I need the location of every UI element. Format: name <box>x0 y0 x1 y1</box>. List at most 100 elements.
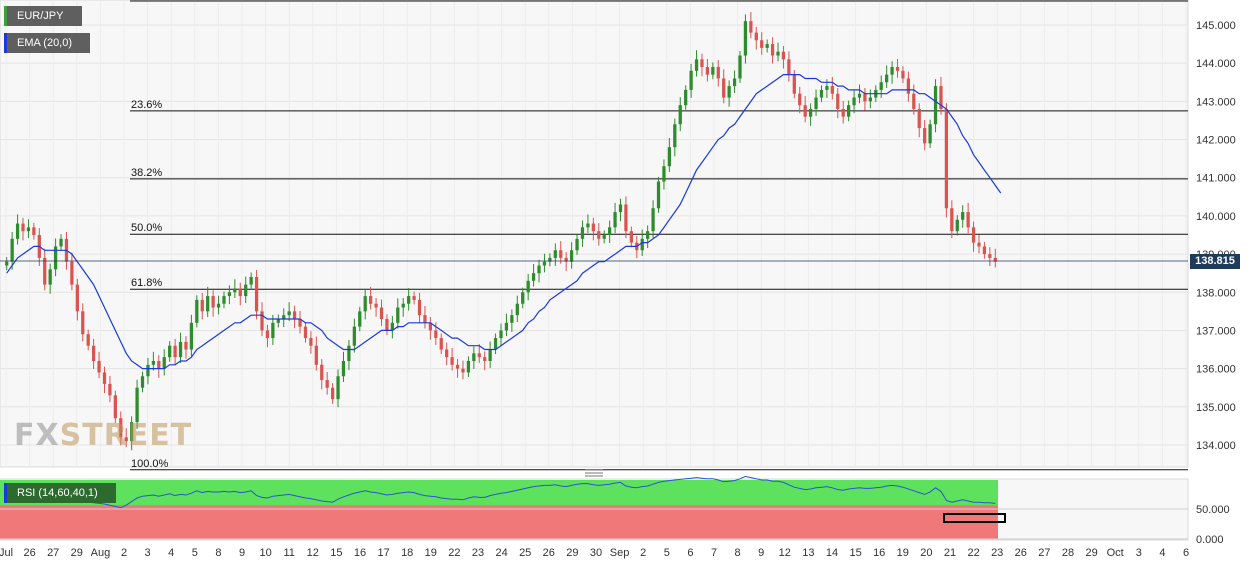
candle-body <box>504 322 509 331</box>
rsi-label: RSI (14,60,40,1) <box>17 487 98 499</box>
time-tick-label: Sep <box>610 547 630 559</box>
candle-body <box>673 124 677 148</box>
candle-body <box>282 315 286 319</box>
candle-body <box>5 261 9 266</box>
candle-body <box>841 108 845 117</box>
candle-body <box>689 70 693 90</box>
time-tick-label: 4 <box>1159 547 1165 559</box>
candle-body <box>852 97 856 106</box>
pair-legend[interactable]: EUR/JPY <box>4 6 82 26</box>
candle-body <box>195 299 199 323</box>
candle-body <box>711 66 715 75</box>
time-tick-label: 9 <box>758 547 764 559</box>
candle-body <box>336 376 340 400</box>
candle-body <box>450 357 454 365</box>
candle-body <box>879 82 883 90</box>
candle-body <box>244 284 248 297</box>
time-tick-label: 14 <box>826 547 838 559</box>
candle-body <box>162 357 166 369</box>
candle-body <box>531 273 536 281</box>
candle-body <box>178 341 183 358</box>
candle-body <box>830 86 834 94</box>
candle-body <box>836 93 840 109</box>
candle-body <box>760 40 764 48</box>
candle-body <box>173 345 177 358</box>
candle-body <box>732 78 737 87</box>
candle-body <box>798 93 802 106</box>
candle-body <box>124 437 128 442</box>
time-tick-label: 12 <box>307 547 319 559</box>
candle-body <box>912 93 916 109</box>
candle-body <box>341 360 346 377</box>
candle-body <box>722 78 726 98</box>
candle-body <box>222 296 226 304</box>
time-tick-label: 12 <box>779 547 791 559</box>
candle-body <box>814 97 818 109</box>
watermark-street: STREET <box>59 418 193 453</box>
time-tick-label: 23 <box>472 547 484 559</box>
ema-legend[interactable]: EMA (20,0) <box>4 33 90 53</box>
candle-body <box>477 353 481 358</box>
time-tick-label: 16 <box>354 547 366 559</box>
candle-body <box>130 422 134 442</box>
time-tick-label: 11 <box>283 547 294 559</box>
price-tick-label: 143.000 <box>1196 96 1236 108</box>
candle-body <box>32 227 36 235</box>
candle-body <box>21 223 25 232</box>
candle-body <box>48 269 52 285</box>
grid-lines <box>0 0 1188 467</box>
time-tick-label: 7 <box>711 547 717 559</box>
candle-body <box>330 387 335 400</box>
rsi-axis: 50.000 0.000 <box>0 504 1230 546</box>
candle-body <box>564 257 568 262</box>
time-tick-label: 26 <box>543 547 555 559</box>
rsi-legend[interactable]: RSI (14,60,40,1) <box>4 483 116 503</box>
candle-body <box>352 326 356 346</box>
fib-level-label: 61.8% <box>131 277 162 289</box>
candle-body <box>662 166 666 182</box>
price-axis: 145.000 144.000 143.000 142.000 141.000 140.0… <box>1196 20 1236 452</box>
fib-level-label: 38.2% <box>131 167 162 179</box>
time-tick-label: 5 <box>192 547 198 559</box>
time-tick-label: 17 <box>377 547 389 559</box>
candle-body <box>233 288 237 293</box>
candle-body <box>157 360 161 369</box>
candle-body <box>982 246 987 255</box>
candle-body <box>857 93 862 98</box>
candle-body <box>966 212 970 228</box>
price-tick-label: 145.000 <box>1196 20 1236 32</box>
pane-splitter-handle[interactable] <box>585 469 603 477</box>
candle-body <box>59 238 63 247</box>
ema-line <box>6 73 1002 370</box>
candle-body <box>211 296 215 308</box>
candle-body <box>521 292 525 304</box>
candle-body <box>325 380 329 388</box>
time-tick-label: 22 <box>448 547 460 559</box>
candle-body <box>292 311 297 319</box>
rsi-oversold-band <box>0 505 998 539</box>
candle-body <box>10 238 14 262</box>
candle-body <box>667 147 672 167</box>
time-tick-label: 3 <box>145 547 151 559</box>
price-tick-label: 144.000 <box>1196 58 1236 70</box>
rsi-highlight-box <box>943 513 1006 523</box>
time-tick-label: 25 <box>519 547 531 559</box>
candle-body <box>401 303 405 308</box>
time-tick-label: 15 <box>849 547 861 559</box>
candle-body <box>407 296 411 304</box>
candle-body <box>955 219 959 232</box>
candle-body <box>781 51 786 60</box>
candle-body <box>961 212 965 220</box>
candle-body <box>483 357 487 361</box>
candle-body <box>396 307 400 323</box>
candle-body <box>140 376 145 388</box>
candle-body <box>515 303 519 316</box>
candle-body <box>102 372 107 384</box>
candle-body <box>586 223 590 228</box>
time-tick-label: 18 <box>401 547 413 559</box>
candle-body <box>298 318 302 327</box>
fxstreet-watermark: FXSTREET <box>14 418 192 453</box>
price-tick-label: 141.000 <box>1196 173 1236 185</box>
